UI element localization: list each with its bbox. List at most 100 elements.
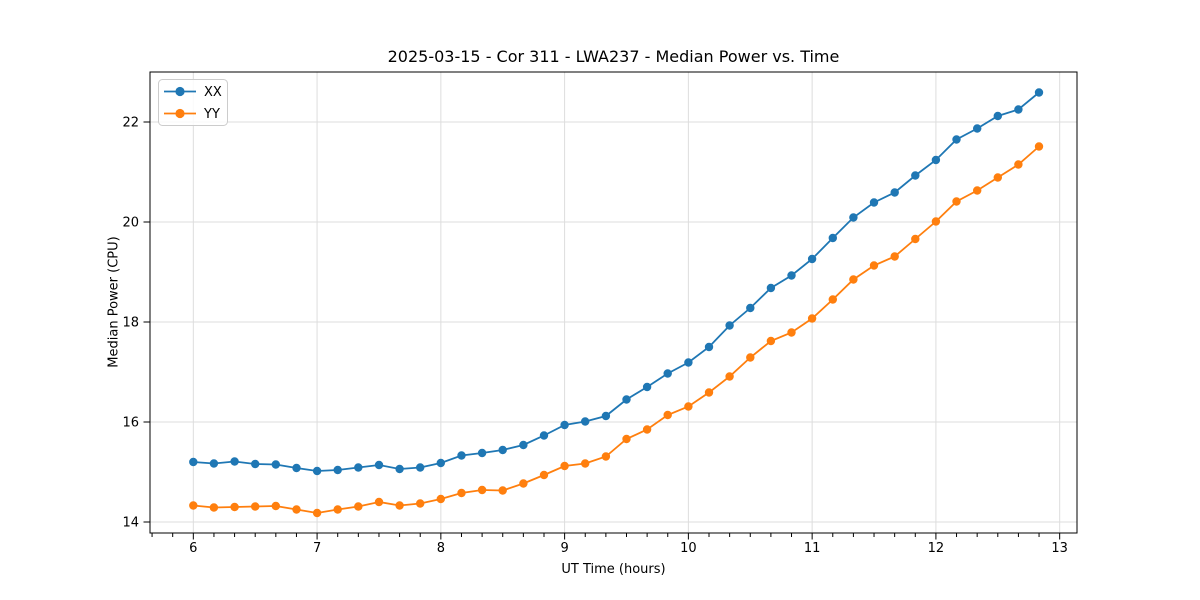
data-point-YY (436, 494, 445, 504)
data-point-XX (209, 459, 219, 468)
data-point-XX (271, 460, 280, 469)
data-point-YY (457, 488, 466, 498)
data-point-XX (828, 233, 837, 243)
data-point-YY (849, 275, 858, 284)
data-point-XX (622, 395, 631, 404)
data-point-XX (993, 111, 1002, 121)
data-point-XX (416, 463, 425, 472)
data-point-YY (622, 434, 631, 444)
data-point-XX (560, 420, 569, 430)
y-tick-label: 20 (122, 216, 139, 231)
y-tick-label: 22 (122, 116, 139, 131)
data-point-YY (993, 173, 1002, 182)
legend-marker-YY (175, 108, 185, 119)
data-point-XX (230, 457, 239, 466)
x-tick-label: 10 (680, 541, 697, 556)
data-point-XX (539, 431, 549, 440)
data-point-XX (436, 458, 445, 468)
legend-label-YY: YY (203, 107, 220, 122)
data-point-YY (766, 336, 776, 346)
series-YY (189, 142, 1044, 518)
data-point-XX (807, 254, 817, 264)
data-point-YY (312, 508, 322, 518)
data-point-YY (230, 502, 239, 512)
legend-label-XX: XX (204, 85, 222, 100)
data-point-YY (725, 372, 734, 381)
data-point-YY (911, 234, 920, 244)
series-line-XX (193, 91, 1040, 472)
data-point-XX (477, 448, 487, 458)
y-axis: 14 16 18 20 22 (122, 116, 150, 531)
x-tick-label: 6 (189, 541, 197, 556)
data-point-YY (807, 314, 817, 323)
data-point-XX (312, 466, 322, 476)
data-point-YY (395, 501, 404, 510)
x-tick-label: 13 (1051, 541, 1068, 556)
data-point-XX (869, 198, 879, 207)
data-point-XX (663, 369, 672, 378)
data-point-YY (787, 328, 796, 337)
data-point-YY (477, 485, 487, 495)
data-point-XX (457, 451, 466, 460)
data-point-YY (374, 497, 384, 507)
data-point-YY (292, 505, 301, 514)
data-point-XX (333, 465, 342, 475)
data-point-YY (642, 425, 652, 434)
y-axis-label: Median Power (CPU) (106, 236, 122, 368)
data-point-XX (973, 124, 982, 133)
data-point-YY (333, 505, 342, 514)
data-point-XX (601, 411, 611, 421)
data-point-YY (973, 186, 982, 195)
data-point-XX (684, 358, 693, 367)
data-point-YY (189, 501, 198, 510)
data-point-YY (890, 252, 899, 261)
chart-title: 2025-03-15 - Cor 311 - LWA237 - Median P… (387, 47, 840, 66)
data-point-XX (766, 283, 776, 293)
y-tick-label: 16 (122, 416, 139, 431)
series-XX (189, 88, 1044, 476)
data-point-YY (1034, 142, 1044, 151)
data-point-XX (642, 382, 652, 392)
y-tick-label: 14 (122, 516, 139, 531)
series-line-YY (193, 145, 1040, 514)
data-point-XX (354, 463, 363, 472)
data-point-XX (189, 457, 198, 467)
x-tick-label: 9 (560, 541, 568, 556)
data-point-YY (952, 197, 961, 206)
data-point-YY (209, 503, 219, 512)
data-point-XX (498, 445, 507, 455)
data-point-XX (787, 271, 796, 280)
data-point-XX (395, 464, 404, 474)
data-point-XX (374, 460, 384, 470)
data-point-XX (911, 171, 920, 180)
x-tick-label: 12 (928, 541, 945, 556)
data-point-XX (746, 303, 755, 313)
x-tick-label: 11 (804, 541, 821, 556)
data-point-XX (849, 213, 858, 222)
x-axis-label: UT Time (hours) (561, 562, 666, 577)
legend-marker-XX (175, 86, 185, 97)
data-point-YY (271, 501, 280, 511)
data-point-YY (663, 410, 672, 420)
data-point-XX (704, 342, 714, 352)
x-tick-label: 8 (437, 541, 445, 556)
data-point-YY (601, 452, 611, 461)
data-point-XX (581, 417, 590, 426)
data-point-YY (581, 459, 590, 468)
data-point-YY (704, 388, 714, 397)
data-point-YY (869, 261, 879, 270)
data-point-XX (890, 188, 899, 197)
data-point-YY (416, 499, 425, 508)
data-point-XX (1034, 88, 1044, 97)
x-tick-label: 7 (313, 541, 321, 556)
data-point-YY (746, 353, 755, 362)
data-point-XX (725, 321, 734, 330)
x-axis: 6 7 8 9 10 11 12 13 (151, 533, 1068, 556)
data-point-YY (539, 470, 549, 480)
grid (150, 72, 1077, 533)
data-point-YY (519, 479, 528, 488)
data-point-YY (828, 295, 837, 304)
data-point-YY (498, 486, 507, 495)
